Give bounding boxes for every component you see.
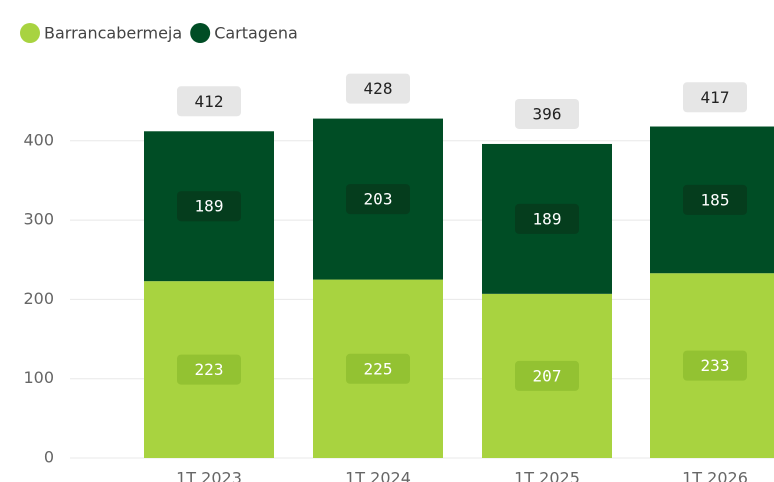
- label-box: [515, 98, 579, 129]
- data-label: 428: [364, 79, 393, 98]
- y-tick-label: 300: [23, 210, 54, 229]
- label-box: [346, 184, 410, 215]
- label-box: [346, 353, 410, 384]
- y-tick-label: 0: [44, 448, 54, 467]
- x-tick-label: 1T 2023: [176, 469, 242, 482]
- label-box: [177, 191, 241, 222]
- legend-swatch: [190, 23, 211, 43]
- data-label: 207: [533, 366, 562, 385]
- y-tick-label: 400: [23, 130, 54, 149]
- label-box: [177, 354, 241, 385]
- x-tick-label: 1T 2024: [345, 469, 411, 482]
- data-label: 223: [195, 360, 224, 379]
- legend-swatch: [20, 23, 40, 43]
- label-box: [515, 360, 579, 391]
- data-label: 225: [364, 359, 393, 378]
- label-box: [346, 73, 410, 104]
- legend-label: Barrancabermeja: [44, 24, 182, 43]
- data-label: 233: [701, 356, 730, 375]
- label-box: [683, 350, 747, 381]
- data-label: 417: [701, 88, 730, 107]
- label-box: [515, 203, 579, 234]
- legend-label: Cartagena: [214, 24, 298, 43]
- x-tick-label: 1T 2026: [682, 469, 748, 482]
- y-tick-label: 100: [23, 368, 54, 387]
- y-tick-label: 200: [23, 289, 54, 308]
- label-box: [177, 86, 241, 117]
- data-label: 412: [195, 92, 224, 111]
- label-box: [683, 184, 747, 215]
- data-label: 185: [701, 190, 730, 209]
- data-label: 189: [533, 209, 562, 228]
- x-tick-label: 1T 2025: [514, 469, 580, 482]
- label-box: [683, 82, 747, 113]
- data-label: 396: [533, 104, 562, 123]
- data-label: 189: [195, 197, 224, 216]
- data-label: 203: [364, 190, 393, 209]
